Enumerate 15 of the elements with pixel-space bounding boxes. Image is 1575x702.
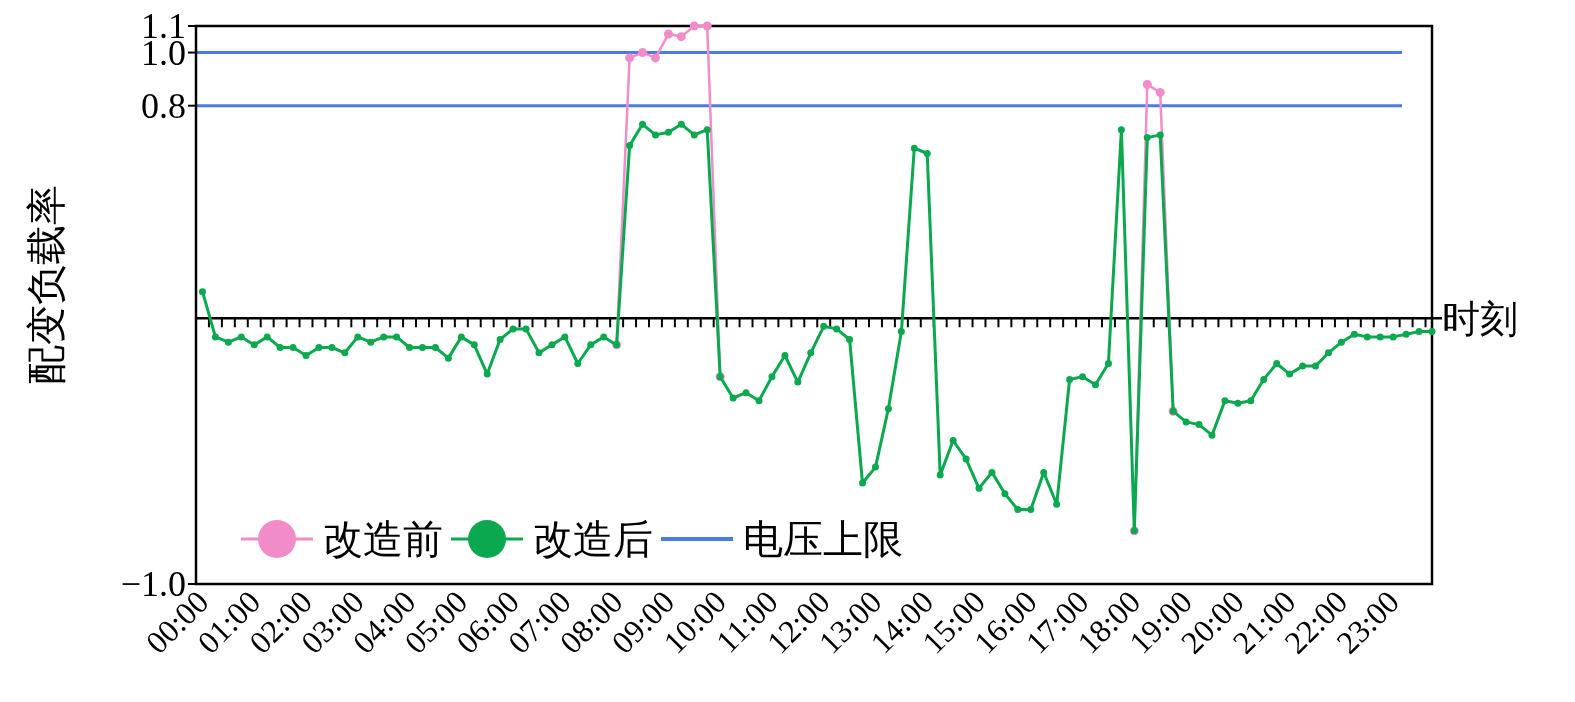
point xyxy=(676,32,686,42)
x-axis-title: 时刻 xyxy=(1442,298,1518,341)
point xyxy=(638,48,648,58)
legend-label: 改造后 xyxy=(533,517,653,562)
y-axis-title: 配变负载率 xyxy=(24,185,69,385)
point xyxy=(1155,87,1165,97)
point xyxy=(663,29,673,39)
legend-label: 电压上限 xyxy=(743,517,903,562)
point xyxy=(625,53,635,63)
point xyxy=(1142,79,1152,89)
legend-label: 改造前 xyxy=(323,517,443,562)
point xyxy=(702,21,712,31)
y-tick-label: 0.8 xyxy=(141,85,186,126)
point xyxy=(689,21,699,31)
point xyxy=(650,53,660,63)
